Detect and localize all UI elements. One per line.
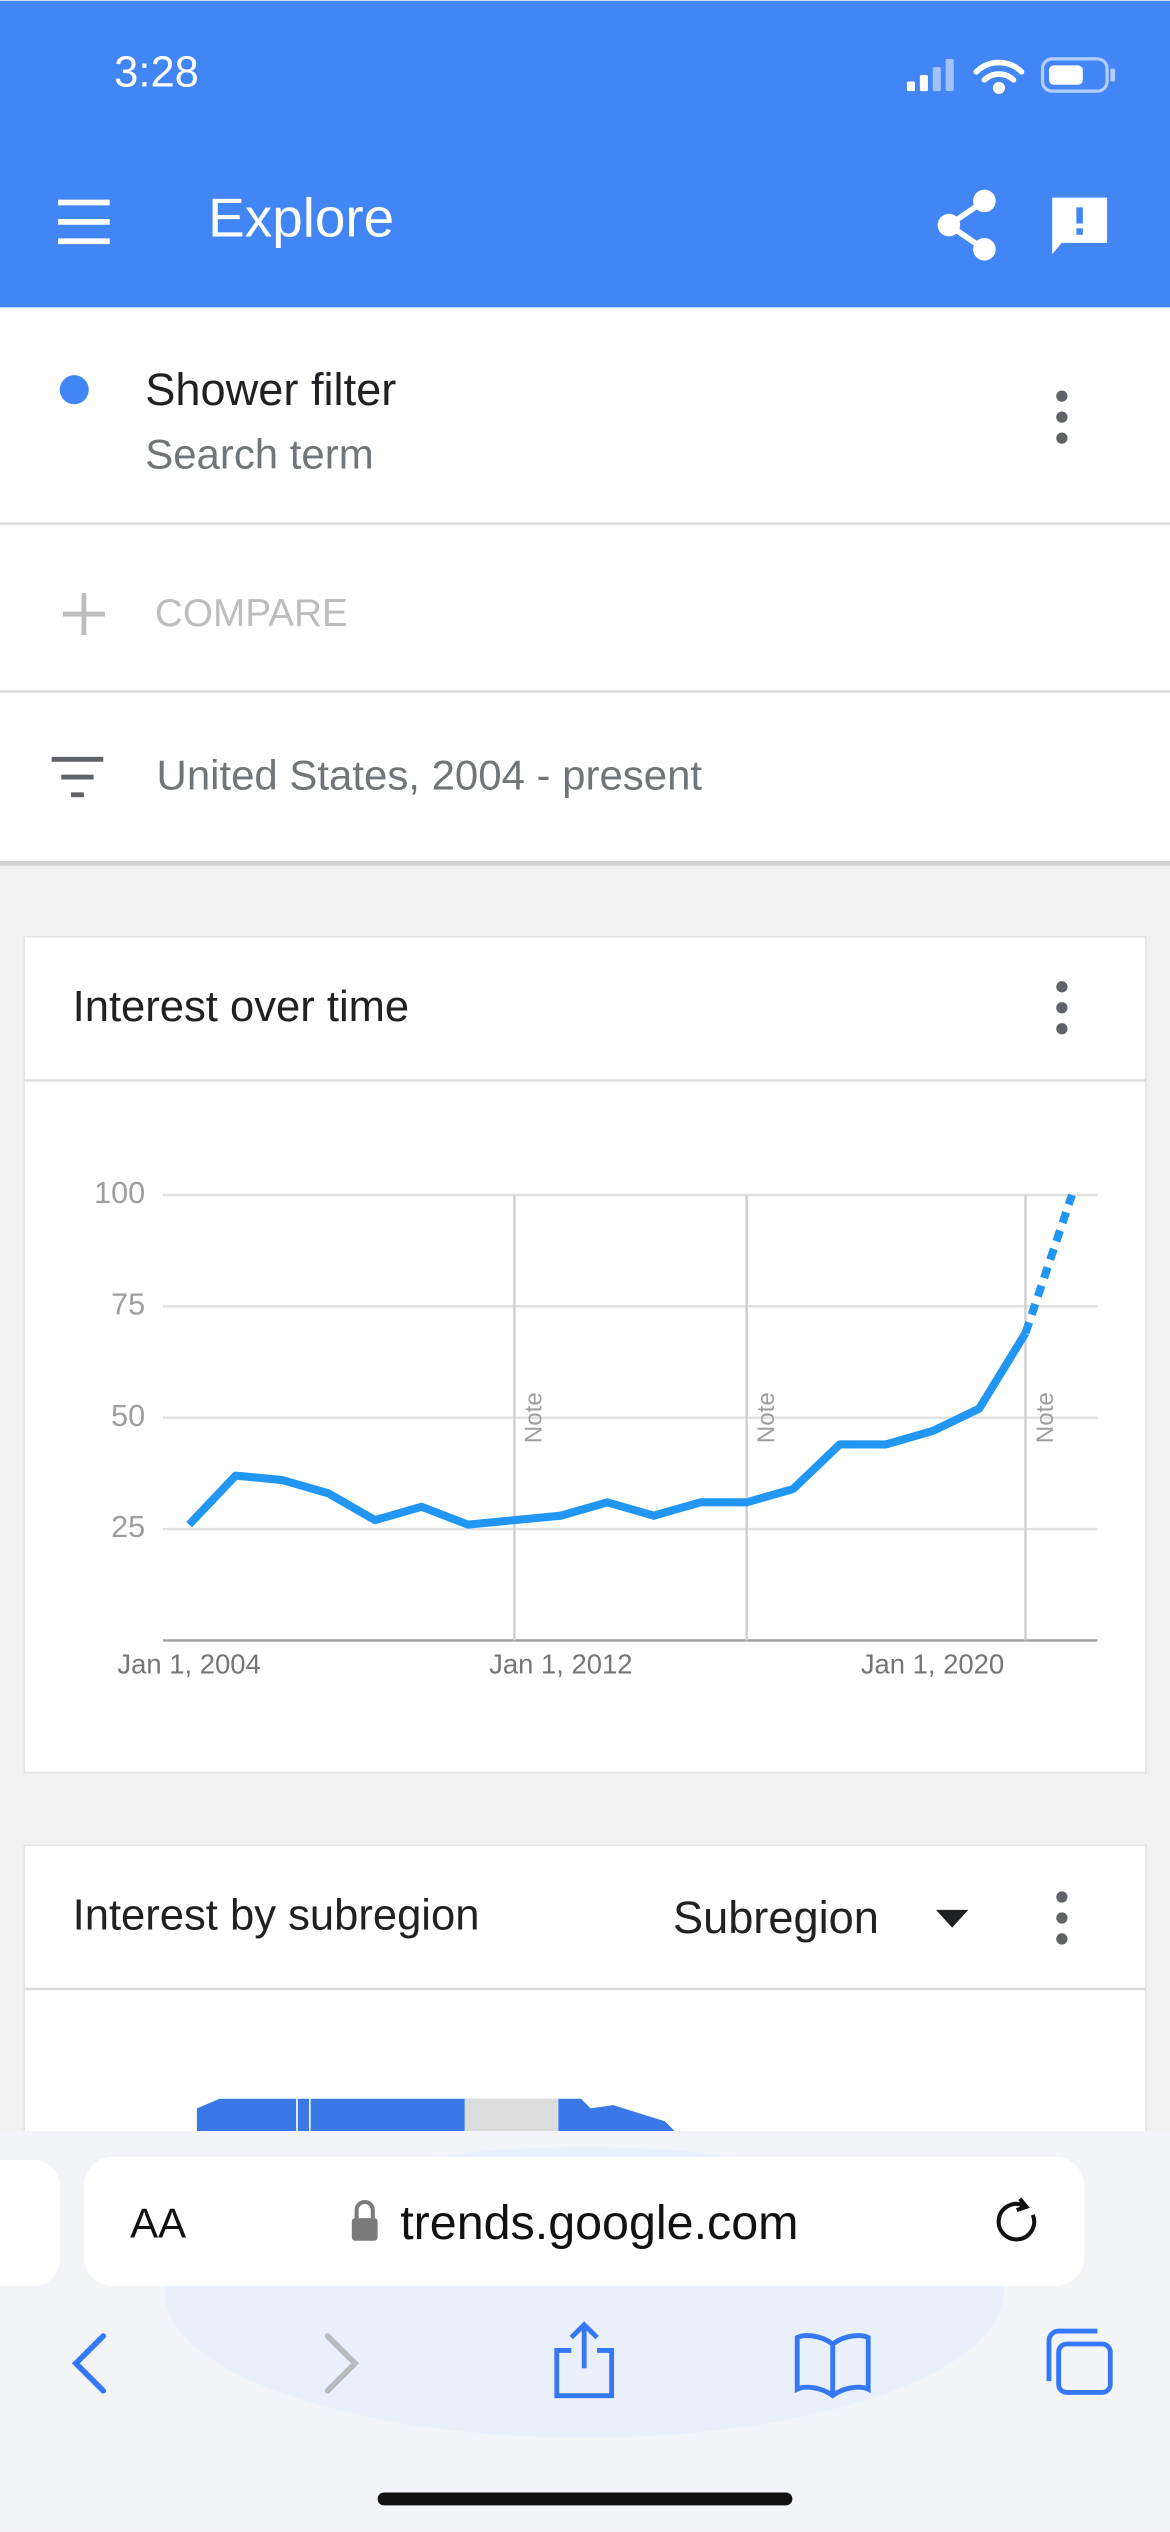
home-indicator: [377, 2492, 793, 2506]
text-size-button[interactable]: AA: [130, 2199, 186, 2246]
share-sheet-button[interactable]: [554, 2321, 615, 2399]
card-title: Interest by subregion: [73, 1891, 480, 1939]
x-tick-label: Jan 1, 2012: [489, 1648, 632, 1679]
feedback-button[interactable]: [1052, 197, 1108, 255]
card-menu[interactable]: [1056, 1891, 1068, 1945]
search-term[interactable]: Shower filter: [145, 364, 396, 415]
address-bar[interactable]: [83, 2156, 1085, 2286]
term-dot: [59, 375, 89, 405]
card-menu[interactable]: [1056, 981, 1068, 1035]
signal-icon: [906, 58, 954, 92]
wifi-icon: [973, 59, 1025, 94]
y-tick-label: 75: [111, 1287, 145, 1321]
plot: 25 50 75 100 Jan 1, 2004 Jan 1, 2012 Jan 1, 20…: [94, 1176, 1098, 1679]
series-line: [186, 1330, 1029, 1529]
url[interactable]: trends.google.com: [400, 2196, 798, 2250]
note-label: Note: [521, 1392, 548, 1443]
bookmarks-button[interactable]: [794, 2333, 871, 2399]
map: [196, 2098, 678, 2135]
compare-button[interactable]: COMPARE: [155, 592, 348, 635]
note-label: Note: [753, 1392, 780, 1443]
battery-icon: [1040, 57, 1116, 93]
term-kind: Search term: [145, 431, 373, 478]
reload-button[interactable]: [996, 2197, 1037, 2242]
tabs-button[interactable]: [1046, 2328, 1113, 2395]
app-bar: [0, 0, 1170, 308]
filter-label[interactable]: United States, 2004 - present: [157, 752, 703, 799]
compare-plus[interactable]: [62, 593, 105, 636]
dropdown-arrow[interactable]: [936, 1909, 969, 1928]
lock-icon: [351, 2200, 378, 2241]
clock: 3:28: [114, 49, 199, 97]
x-tick-label: Jan 1, 2020: [861, 1648, 1004, 1679]
prev-tab[interactable]: [0, 2160, 60, 2286]
dropdown[interactable]: Subregion: [673, 1892, 879, 1943]
y-tick-label: 25: [111, 1510, 145, 1544]
forward-button[interactable]: [324, 2333, 360, 2394]
query-panel: [0, 307, 1170, 861]
card-title: Interest over time: [73, 983, 410, 1031]
partial-line: [1021, 1193, 1076, 1335]
app-title: Explore: [208, 186, 394, 248]
back-button[interactable]: [71, 2333, 107, 2394]
chart-card: [23, 935, 1147, 1774]
y-tick-label: 50: [111, 1399, 145, 1433]
term-menu[interactable]: [1056, 390, 1068, 444]
filter-icon: [51, 756, 104, 798]
menu-button[interactable]: [58, 199, 110, 245]
note-label: Note: [1032, 1392, 1059, 1443]
share-button[interactable]: [937, 189, 996, 261]
y-tick-label: 100: [94, 1176, 145, 1210]
shadow: [0, 860, 1170, 866]
x-tick-label: Jan 1, 2004: [117, 1648, 260, 1679]
